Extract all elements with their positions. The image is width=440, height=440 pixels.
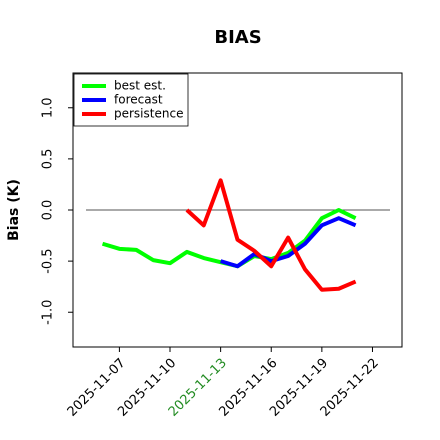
- y-tick-label: 1.0: [41, 97, 56, 118]
- legend-label: forecast: [114, 93, 163, 107]
- series-line: [220, 216, 357, 269]
- chart-title: BIAS: [214, 27, 261, 48]
- legend-label: best est.: [114, 79, 166, 93]
- y-tick-label: 0.0: [41, 200, 56, 221]
- y-tick-label: -1.0: [41, 300, 56, 325]
- y-tick-label: -0.5: [41, 248, 56, 273]
- series-line: [185, 178, 357, 292]
- series-line: [101, 208, 357, 269]
- legend-label: persistence: [114, 107, 183, 121]
- y-axis-label: Bias (K): [6, 179, 22, 241]
- y-tick-label: 0.5: [41, 149, 56, 170]
